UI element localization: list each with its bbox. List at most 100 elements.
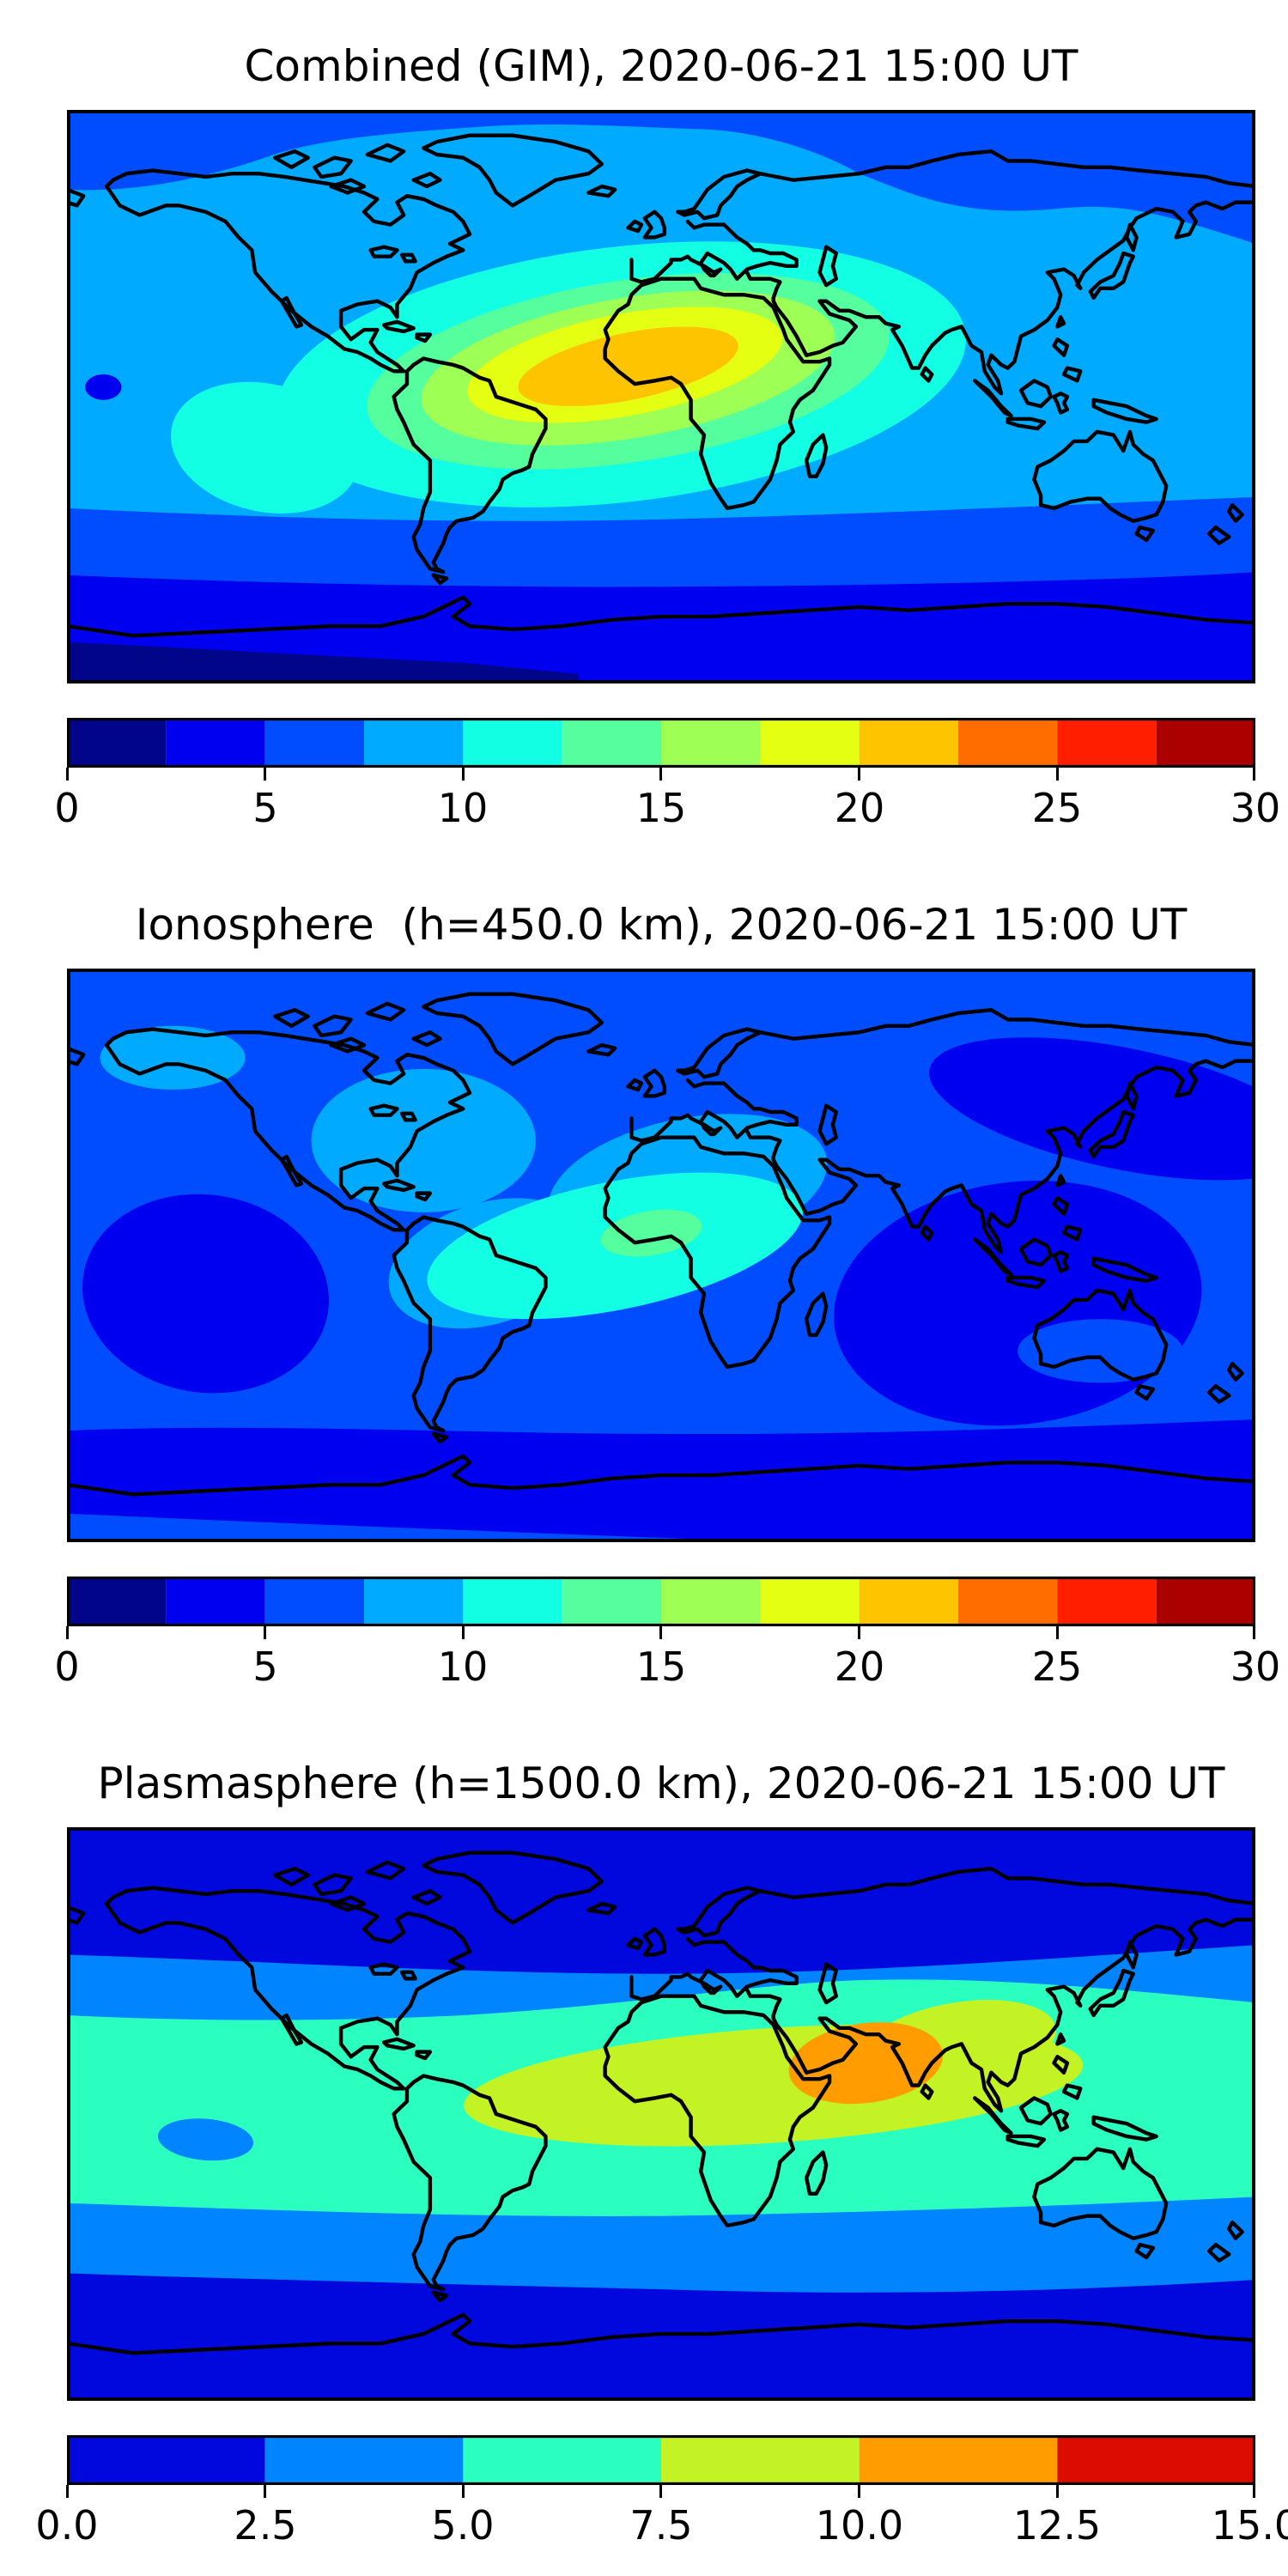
colorbar-segment	[1156, 1577, 1255, 1626]
panel1-title: Combined (GIM), 2020-06-21 15:00 UT	[244, 41, 1078, 91]
colorbar-segment	[562, 1577, 661, 1626]
colorbar-segment	[463, 718, 562, 768]
colorbar-segment	[67, 718, 167, 768]
contour-blob-green-peak	[600, 1209, 702, 1257]
panel1-colorbar	[67, 718, 1255, 768]
colorbar-tick	[659, 768, 662, 781]
panel2-title: Ionosphere (h=450.0 km), 2020-06-21 15:0…	[135, 900, 1188, 950]
contour-band-north	[67, 110, 1255, 244]
panel3-map	[67, 1827, 1255, 2401]
colorbar-segment	[264, 2435, 464, 2485]
colorbar-tick	[1253, 2485, 1255, 2498]
map-border	[69, 1829, 1254, 2399]
map-border	[69, 112, 1254, 682]
colorbar-border	[68, 1577, 1255, 1625]
colorbar-segment	[166, 1577, 265, 1626]
colorbar-segment	[1057, 1577, 1157, 1626]
contour-blob-orange-peak	[518, 326, 738, 407]
colorbar-tick-label: 15	[635, 1643, 687, 1690]
colorbar-tick-label: 15.0	[1211, 2502, 1288, 2549]
colorbar-tick	[462, 1626, 465, 1639]
colorbar-tick-label: 30	[1230, 785, 1281, 831]
colorbar-tick	[858, 768, 860, 781]
contour-azure-north-america	[311, 1068, 536, 1212]
panel1-colorbar-segments	[67, 718, 1255, 768]
colorbar-tick-label: 10	[437, 1643, 489, 1690]
contour-low-pacific	[82, 1194, 329, 1394]
colorbar-tick-label: 25	[1031, 1643, 1083, 1690]
colorbar-segment	[364, 718, 464, 768]
colorbar-tick	[659, 2485, 662, 2498]
colorbar-tick-label: 10.0	[815, 2502, 904, 2549]
contour-low-spot-pacific	[85, 374, 122, 400]
colorbar-tick	[1056, 2485, 1059, 2498]
colorbar-segment	[1156, 718, 1255, 768]
contour-blob-cyan-tail	[170, 381, 360, 513]
colorbar-tick-label: 20	[834, 1643, 885, 1690]
colorbar-segment	[67, 2435, 265, 2485]
colorbar-segment	[859, 2435, 1058, 2485]
colorbar-tick-label: 5	[252, 1643, 278, 1690]
colorbar-segment	[958, 718, 1058, 768]
panel2-contour-layers	[67, 969, 1255, 1542]
panel2-colorbar	[67, 1577, 1255, 1626]
colorbar-segment	[1057, 2435, 1255, 2485]
colorbar-tick	[858, 1626, 860, 1639]
colorbar-tick	[1253, 1626, 1255, 1639]
panel3-colorbar	[67, 2435, 1255, 2485]
panel3-contour-layers	[67, 1827, 1255, 2401]
colorbar-segment	[67, 1577, 167, 1626]
colorbar-tick-label: 7.5	[629, 2502, 693, 2549]
colorbar-tick	[66, 768, 69, 781]
colorbar-tick-label: 0	[54, 785, 80, 831]
colorbar-tick-label: 10	[437, 785, 489, 831]
colorbar-tick	[66, 1626, 69, 1639]
colorbar-tick	[264, 1626, 266, 1639]
colorbar-tick	[858, 2485, 860, 2498]
colorbar-tick	[1253, 768, 1255, 781]
colorbar-segment	[661, 2435, 860, 2485]
colorbar-tick-label: 2.5	[234, 2502, 297, 2549]
colorbar-tick	[462, 2485, 465, 2498]
colorbar-tick	[1056, 768, 1059, 781]
panel1-contour-layers	[67, 110, 1255, 683]
colorbar-tick	[264, 768, 266, 781]
contour-low-spot-pacific	[157, 2118, 254, 2161]
colorbar-segment	[1057, 718, 1157, 768]
colorbar-segment	[859, 1577, 958, 1626]
colorbar-segment	[364, 1577, 464, 1626]
contour-band-south-dark	[67, 572, 1255, 683]
colorbar-segment	[760, 718, 860, 768]
colorbar-tick	[462, 768, 465, 781]
colorbar-segment	[661, 1577, 761, 1626]
colorbar-tick-label: 0	[54, 1643, 80, 1690]
colorbar-tick-label: 20	[834, 785, 885, 831]
colorbar-segment	[562, 718, 661, 768]
colorbar-tick	[1056, 1626, 1059, 1639]
panel2-map	[67, 969, 1255, 1542]
colorbar-tick	[66, 2485, 69, 2498]
contour-low-arctic-east	[929, 1037, 1255, 1181]
panel3-colorbar-segments	[67, 2435, 1255, 2485]
colorbar-tick-label: 15	[635, 785, 687, 831]
colorbar-tick-label: 5.0	[431, 2502, 495, 2549]
colorbar-segment	[958, 1577, 1058, 1626]
map-border	[69, 970, 1254, 1540]
colorbar-segment	[661, 718, 761, 768]
colorbar-tick-label: 30	[1230, 1643, 1281, 1690]
colorbar-segment	[463, 2435, 661, 2485]
colorbar-border	[68, 2436, 1255, 2484]
colorbar-tick-label: 5	[252, 785, 278, 831]
colorbar-segment	[859, 718, 958, 768]
panel1-map	[67, 110, 1255, 683]
colorbar-tick	[659, 1626, 662, 1639]
colorbar-segment	[463, 1577, 562, 1626]
colorbar-tick	[264, 2485, 266, 2498]
panel3-title: Plasmasphere (h=1500.0 km), 2020-06-21 1…	[97, 1759, 1225, 1808]
colorbar-segment	[264, 1577, 364, 1626]
panel2-colorbar-segments	[67, 1577, 1255, 1626]
colorbar-segment	[760, 1577, 860, 1626]
colorbar-tick-label: 12.5	[1012, 2502, 1102, 2549]
contour-low-south-band	[67, 1419, 1255, 1542]
